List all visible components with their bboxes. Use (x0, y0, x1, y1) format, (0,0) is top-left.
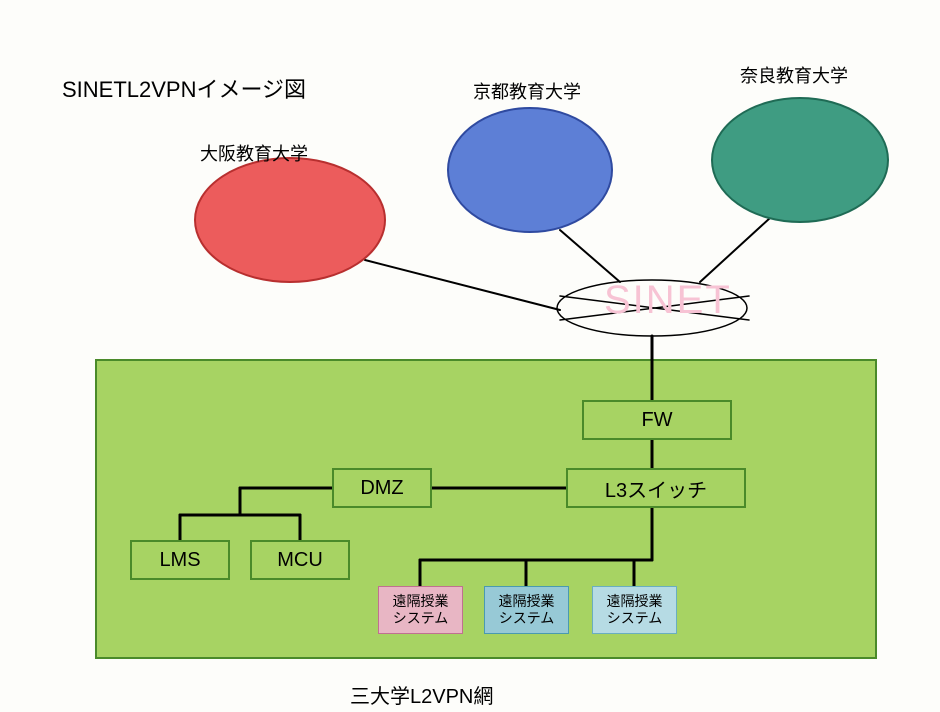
remote-system-1-top: 遠隔授業 (499, 593, 555, 609)
diagram-stage: SINETL2VPNイメージ図 SINET 大阪教育大学 京都教育大学 奈良教育… (0, 0, 940, 712)
remote-system-2-bottom: システム (607, 610, 663, 626)
box-mcu-label: MCU (277, 549, 323, 572)
remote-system-0-bottom: システム (393, 610, 449, 626)
box-fw: FW (582, 400, 732, 440)
remote-system-0-top: 遠隔授業 (393, 593, 449, 609)
ellipses-group (195, 98, 888, 336)
ellipse-label-kyoto: 京都教育大学 (473, 78, 581, 104)
remote-system-0-text: 遠隔授業 システム (393, 593, 449, 627)
box-l3-label: L3スイッチ (605, 474, 707, 503)
box-dmz: DMZ (332, 468, 432, 508)
sinet-text-overlay: SINET (604, 278, 732, 323)
ellipse-label-osaka: 大阪教育大学 (200, 140, 308, 166)
remote-system-2-text: 遠隔授業 システム (607, 593, 663, 627)
box-lms-label: LMS (159, 549, 200, 572)
remote-system-1-text: 遠隔授業 システム (499, 593, 555, 627)
remote-system-1: 遠隔授業 システム (484, 586, 569, 634)
footer-label: 三大学L2VPN網 (350, 680, 493, 709)
box-lms: LMS (130, 540, 230, 580)
remote-system-2-top: 遠隔授業 (607, 593, 663, 609)
ellipse-label-nara: 奈良教育大学 (740, 62, 848, 88)
box-mcu: MCU (250, 540, 350, 580)
box-dmz-label: DMZ (360, 477, 403, 500)
diagram-svg (0, 0, 940, 712)
diagram-title: SINETL2VPNイメージ図 (62, 72, 306, 104)
box-l3: L3スイッチ (566, 468, 746, 508)
remote-system-1-bottom: システム (499, 610, 555, 626)
remote-system-2: 遠隔授業 システム (592, 586, 677, 634)
box-fw-label: FW (641, 409, 672, 432)
remote-system-0: 遠隔授業 システム (378, 586, 463, 634)
